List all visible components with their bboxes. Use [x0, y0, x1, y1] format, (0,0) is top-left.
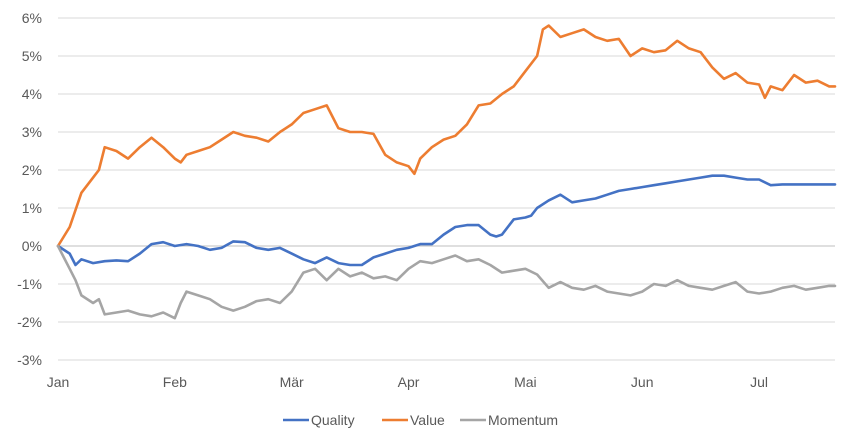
- y-tick-label: 1%: [22, 200, 42, 216]
- y-tick-label: 3%: [22, 124, 42, 140]
- series-line-value: [56, 24, 837, 248]
- y-tick-label: 5%: [22, 48, 42, 64]
- y-axis-tick-labels: -3% -2% -1% 0% 1% 2% 3% 4% 5% 6%: [17, 10, 42, 368]
- x-tick-label: Apr: [398, 374, 420, 390]
- x-tick-label: Mai: [514, 374, 537, 390]
- series-line-momentum: [56, 244, 837, 320]
- y-tick-label: 4%: [22, 86, 42, 102]
- y-tick-label: -2%: [17, 314, 42, 330]
- legend: Quality Value Momentum: [283, 412, 558, 428]
- series-lines: [56, 24, 837, 320]
- legend-label-value: Value: [410, 412, 445, 428]
- x-tick-label: Jan: [47, 374, 70, 390]
- x-tick-label: Jun: [631, 374, 654, 390]
- y-tick-label: 6%: [22, 10, 42, 26]
- legend-label-quality: Quality: [311, 412, 355, 428]
- y-tick-label: 0%: [22, 238, 42, 254]
- x-tick-label: Jul: [750, 374, 768, 390]
- series-line-quality: [56, 174, 837, 267]
- y-tick-label: 2%: [22, 162, 42, 178]
- legend-label-momentum: Momentum: [488, 412, 558, 428]
- y-tick-label: -1%: [17, 276, 42, 292]
- x-tick-label: Mär: [280, 374, 304, 390]
- x-tick-label: Feb: [163, 374, 187, 390]
- gridlines: [58, 17, 835, 361]
- y-tick-label: -3%: [17, 352, 42, 368]
- x-axis-tick-labels: Jan Feb Mär Apr Mai Jun Jul: [47, 374, 768, 390]
